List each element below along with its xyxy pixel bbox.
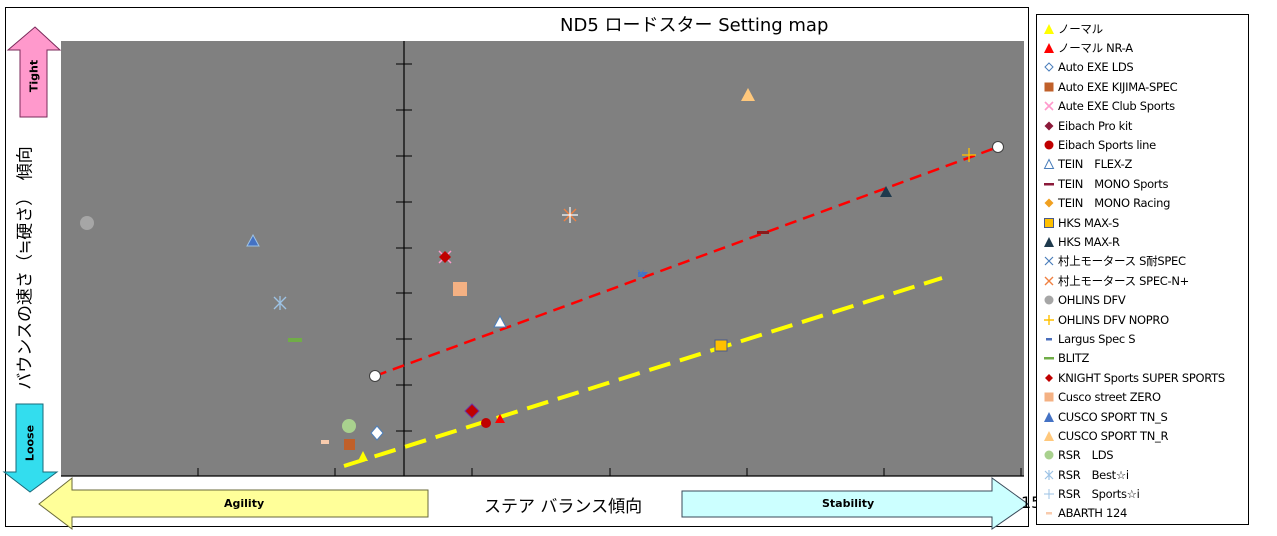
lower-trendline bbox=[343, 276, 943, 468]
loose-label: Loose bbox=[23, 424, 37, 462]
legend-item[interactable]: Aute EXE Club Sports bbox=[1043, 97, 1248, 116]
legend-item[interactable]: HKS MAX-R bbox=[1043, 232, 1248, 251]
legend-item[interactable]: KNIGHT Sports SUPER SPORTS bbox=[1043, 368, 1248, 387]
legend-item[interactable]: HKS MAX-S bbox=[1043, 213, 1248, 232]
tight-arrow bbox=[6, 26, 62, 118]
trendline-end-marker bbox=[992, 141, 1004, 153]
plot-area bbox=[61, 41, 1024, 476]
triangle-marker-icon bbox=[1044, 23, 1054, 34]
triangle-marker-icon bbox=[1044, 430, 1054, 441]
diamond-marker-icon bbox=[1044, 121, 1054, 131]
point-cusco-tn-s[interactable] bbox=[246, 233, 260, 247]
point-hks-max-s[interactable] bbox=[714, 339, 728, 352]
y-axis-ticks bbox=[396, 63, 412, 432]
diamond-marker-icon bbox=[1044, 198, 1054, 208]
point-rsr-best-i[interactable] bbox=[273, 296, 287, 310]
legend-item[interactable]: ノーマル bbox=[1043, 19, 1248, 38]
x-marker-icon bbox=[1044, 101, 1054, 111]
circle-marker-icon bbox=[1044, 450, 1054, 460]
square-marker-icon bbox=[1044, 217, 1054, 228]
point-eibach-sports-line[interactable] bbox=[481, 418, 491, 428]
legend-item[interactable]: Largus Spec S bbox=[1043, 329, 1248, 348]
point-tein-flex-z[interactable] bbox=[493, 314, 507, 328]
legend-item[interactable]: ノーマル NR-A bbox=[1043, 38, 1248, 57]
legend-item[interactable]: CUSCO SPORT TN_S bbox=[1043, 407, 1248, 426]
x-axis-label: ステア バランス傾向 bbox=[484, 497, 643, 517]
x-marker-icon bbox=[1044, 276, 1054, 286]
plus-marker-icon bbox=[1044, 314, 1054, 325]
dash-marker-icon bbox=[1044, 182, 1054, 186]
upper-trendline bbox=[374, 145, 999, 378]
point-rsr-sports-i[interactable] bbox=[562, 207, 578, 223]
triangle-marker-icon bbox=[1044, 43, 1054, 54]
triangle-marker-icon bbox=[1044, 236, 1054, 247]
triangle-marker-icon bbox=[1044, 411, 1054, 422]
point-blitz[interactable] bbox=[288, 338, 302, 342]
triangle-open-marker-icon bbox=[1043, 158, 1055, 170]
point-rsr-lds[interactable] bbox=[342, 419, 356, 433]
point-abarth-124[interactable] bbox=[321, 440, 329, 444]
point-normal[interactable] bbox=[358, 451, 368, 461]
diamond-marker-icon bbox=[1045, 373, 1053, 382]
legend-item[interactable]: Eibach Sports line bbox=[1043, 135, 1248, 154]
stability-arrow bbox=[681, 477, 1029, 530]
legend-item[interactable]: TEIN MONO Sports bbox=[1043, 174, 1248, 193]
circle-marker-icon bbox=[1044, 140, 1054, 150]
agility-arrow bbox=[38, 476, 429, 531]
legend: ノーマル ノーマル NR-A Auto EXE LDS Auto EXE KIJ… bbox=[1036, 14, 1249, 525]
x-marker-icon bbox=[1044, 469, 1054, 480]
diamond-open-marker-icon bbox=[1044, 62, 1054, 73]
legend-item[interactable]: RSR Sports☆i bbox=[1043, 484, 1248, 503]
point-auto-exe-kijima[interactable] bbox=[344, 439, 355, 450]
square-marker-icon bbox=[1044, 392, 1054, 402]
point-ohlins-dfv-nopro[interactable] bbox=[962, 148, 976, 162]
legend-item[interactable]: Eibach Pro kit bbox=[1043, 116, 1248, 135]
point-auto-exe-lds[interactable] bbox=[370, 425, 384, 441]
legend-item[interactable]: Auto EXE LDS bbox=[1043, 58, 1248, 77]
point-cusco-street-zero[interactable] bbox=[453, 282, 467, 296]
point-ohlins-dfv[interactable] bbox=[80, 216, 94, 230]
circle-marker-icon bbox=[1044, 295, 1054, 305]
data-points bbox=[80, 88, 976, 461]
x-marker-icon bbox=[1044, 256, 1054, 266]
legend-item[interactable]: Auto EXE KIJIMA-SPEC bbox=[1043, 77, 1248, 96]
point-tein-mono-sports[interactable] bbox=[757, 231, 769, 234]
dash-marker-icon bbox=[1044, 357, 1054, 360]
legend-item[interactable]: ABARTH 124 bbox=[1043, 504, 1248, 523]
legend-item[interactable]: RSR LDS bbox=[1043, 446, 1248, 465]
dash-small-marker-icon bbox=[1046, 512, 1052, 515]
point-eibach-pro-kit[interactable] bbox=[464, 403, 480, 419]
y-axis-label: バウンスの速さ（≒硬さ） 傾向 bbox=[15, 146, 36, 390]
loose-arrow bbox=[2, 403, 59, 493]
trendline-start-marker bbox=[369, 370, 381, 382]
plus-marker-icon bbox=[1044, 489, 1054, 500]
tight-label: Tight bbox=[27, 59, 41, 93]
legend-item[interactable]: OHLINS DFV NOPRO bbox=[1043, 310, 1248, 329]
point-murakami-s-tai-spec[interactable] bbox=[637, 269, 645, 277]
point-cusco-tn-r[interactable] bbox=[741, 88, 755, 101]
legend-item[interactable]: CUSCO SPORT TN_R bbox=[1043, 426, 1248, 445]
legend-item[interactable]: TEIN MONO Racing bbox=[1043, 194, 1248, 213]
legend-item[interactable]: BLITZ bbox=[1043, 349, 1248, 368]
stability-label: Stability bbox=[822, 497, 875, 510]
square-marker-icon bbox=[1044, 82, 1054, 92]
legend-item[interactable]: 村上モータース S耐SPEC bbox=[1043, 252, 1248, 271]
chart-title: ND5 ロードスター Setting map bbox=[560, 15, 829, 36]
legend-item[interactable]: OHLINS DFV bbox=[1043, 290, 1248, 309]
dash-small-marker-icon bbox=[1046, 337, 1052, 341]
legend-item[interactable]: Cusco street ZERO bbox=[1043, 387, 1248, 406]
x-axis-ticks bbox=[197, 468, 1022, 476]
point-knight-super-sports[interactable] bbox=[439, 251, 451, 263]
agility-label: Agility bbox=[224, 497, 265, 510]
legend-item[interactable]: 村上モータース SPEC-N+ bbox=[1043, 271, 1248, 290]
legend-item[interactable]: RSR Best☆i bbox=[1043, 465, 1248, 484]
chart-plot bbox=[2, 26, 1029, 531]
point-normal-nr-a[interactable] bbox=[495, 414, 505, 423]
point-hks-max-r[interactable] bbox=[880, 186, 892, 197]
legend-item[interactable]: TEIN FLEX-Z bbox=[1043, 155, 1248, 174]
